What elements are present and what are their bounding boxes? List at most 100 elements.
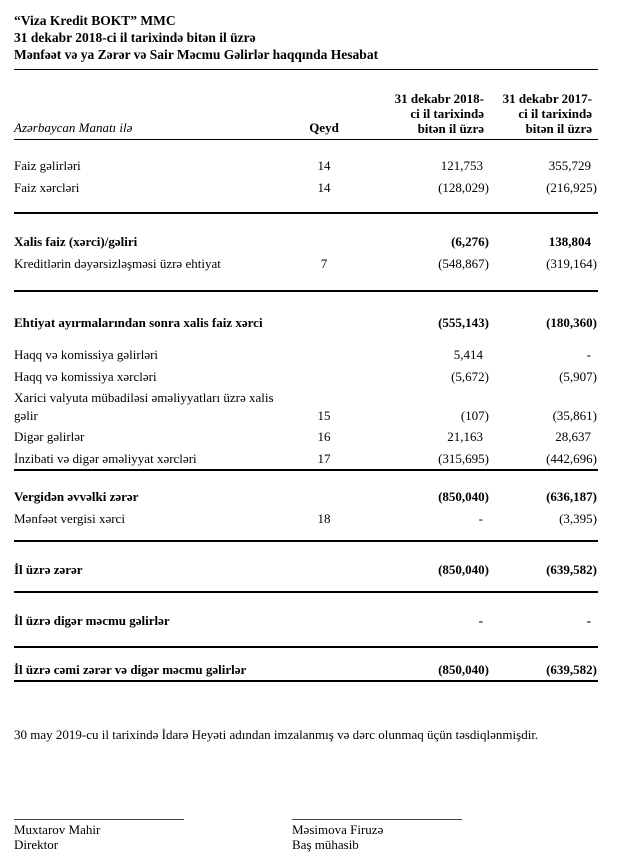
row-value-2018: (107) <box>460 408 489 423</box>
row-value-2017: (639,582) <box>546 662 597 677</box>
row-value-2018: 121,753 <box>440 158 483 173</box>
row-label: İl üzrə zərər <box>14 562 83 577</box>
row-label: Mənfəət vergisi xərci <box>14 511 125 526</box>
statement-content: “Viza Kredit BOKT” MMC 31 dekabr 2018-ci… <box>14 12 598 852</box>
column-header-2018-line3: bitən il üzrə <box>417 121 484 136</box>
column-header-2018-line1: 31 dekabr 2018- <box>394 91 484 106</box>
row-value-2017: - <box>586 613 591 628</box>
row-value-2017: (442,696) <box>546 451 597 466</box>
company-name: “Viza Kredit BOKT” MMC <box>14 13 176 28</box>
table-row-total-comprehensive-loss: İl üzrə cəmi zərər və digər məcmu gəlirl… <box>14 658 598 680</box>
row-note: 14 <box>317 158 331 173</box>
row-value-2018: (850,040) <box>438 489 489 504</box>
row-note: 16 <box>317 429 331 444</box>
column-header-2017: 31 dekabr 2017- ci il tarixində bitən il… <box>490 91 598 136</box>
row-value-2017: (180,360) <box>546 315 597 330</box>
row-value-2018: (6,276) <box>451 234 489 249</box>
row-label: Faiz gəlirləri <box>14 158 81 173</box>
signatory-name: Muxtarov Mahir <box>14 822 101 837</box>
column-header-2017-line1: 31 dekabr 2017- <box>502 91 592 106</box>
table-row-admin-expenses: İnzibati və digər əməliyyat xərcləri 17 … <box>14 447 598 469</box>
row-value-2017: (216,925) <box>546 180 597 195</box>
row-label: Kreditlərin dəyərsizləşməsi üzrə ehtiyat <box>14 256 221 271</box>
row-note: 18 <box>317 511 331 526</box>
row-value-2018: (555,143) <box>438 315 489 330</box>
row-note: 15 <box>317 408 331 423</box>
row-value-2018: (850,040) <box>438 562 489 577</box>
row-value-2017: (3,395) <box>559 511 597 526</box>
row-label: İnzibati və digər əməliyyat xərcləri <box>14 451 197 466</box>
column-header-2017-line2: ci il tarixində <box>518 106 592 121</box>
row-value-2017: - <box>586 347 591 362</box>
column-header-2018-line2: ci il tarixində <box>410 106 484 121</box>
table-row-fee-expense: Haqq və komissiya xərcləri (5,672) (5,90… <box>14 365 598 387</box>
row-value-2018: - <box>478 511 483 526</box>
row-value-2018: (5,672) <box>451 369 489 384</box>
row-value-2017: (35,861) <box>552 408 597 423</box>
row-value-2018: (548,867) <box>438 256 489 271</box>
note-column-header: Qeyd <box>309 120 339 135</box>
table-row-interest-expense: Faiz xərcləri 14 (128,029) (216,925) <box>14 176 598 198</box>
row-value-2017: (639,582) <box>546 562 597 577</box>
row-note: 17 <box>317 451 331 466</box>
table-header: Azərbaycan Manatı ilə Qeyd 31 dekabr 201… <box>14 91 598 140</box>
table-row-fx-net-gain: Xarici valyuta mübadiləsi əməliyyatları … <box>14 387 598 425</box>
statement-title: Mənfəət və ya Zərər və Sair Məcmu Gəlirl… <box>14 47 379 62</box>
signature-line <box>292 819 462 820</box>
row-label: Faiz xərcləri <box>14 180 80 195</box>
row-label: Ehtiyat ayırmalarından sonra xalis faiz … <box>14 315 263 330</box>
row-value-2018: 21,163 <box>447 429 483 444</box>
row-value-2017: 355,729 <box>548 158 591 173</box>
row-value-2017: (636,187) <box>546 489 597 504</box>
table-row-loan-impairment: Kreditlərin dəyərsizləşməsi üzrə ehtiyat… <box>14 252 598 274</box>
row-label: Haqq və komissiya xərcləri <box>14 369 157 384</box>
row-value-2017: 138,804 <box>548 234 591 249</box>
row-value-2018: (315,695) <box>438 451 489 466</box>
title-block: “Viza Kredit BOKT” MMC 31 dekabr 2018-ci… <box>14 12 598 70</box>
period-line: 31 dekabr 2018-ci il tarixində bitən il … <box>14 30 256 45</box>
table-row-other-income: Digər gəlirlər 16 21,163 28,637 <box>14 425 598 447</box>
row-value-2018: 5,414 <box>453 347 483 362</box>
table-row-loss-for-year: İl üzrə zərər (850,040) (639,582) <box>14 558 598 580</box>
row-label: Haqq və komissiya gəlirləri <box>14 347 159 362</box>
approval-note: 30 may 2019-cu il tarixində İdarə Heyəti… <box>14 727 539 742</box>
row-value-2018: (850,040) <box>438 662 489 677</box>
table-row-net-interest: Xalis faiz (xərci)/gəliri (6,276) 138,80… <box>14 230 598 252</box>
signatory-title: Direktor <box>14 837 59 852</box>
table-row-other-comprehensive-income: İl üzrə digər məcmu gəlirlər - - <box>14 609 598 631</box>
row-label: Xarici valyuta mübadiləsi əməliyyatları … <box>14 390 274 423</box>
table-row-interest-income: Faiz gəlirləri 14 121,753 355,729 <box>14 154 598 176</box>
row-value-2017: (5,907) <box>559 369 597 384</box>
currency-label: Azərbaycan Manatı ilə <box>14 120 133 135</box>
section-divider <box>14 290 598 292</box>
row-label: Xalis faiz (xərci)/gəliri <box>14 234 138 249</box>
section-divider <box>14 646 598 648</box>
table-row-fee-income: Haqq və komissiya gəlirləri 5,414 - <box>14 343 598 365</box>
row-value-2018: (128,029) <box>438 180 489 195</box>
section-divider <box>14 469 598 471</box>
table-row-net-interest-after-provisions: Ehtiyat ayırmalarından sonra xalis faiz … <box>14 311 598 333</box>
signature-line <box>14 819 184 820</box>
section-divider <box>14 591 598 593</box>
column-header-2018: 31 dekabr 2018- ci il tarixində bitən il… <box>350 91 490 136</box>
section-divider <box>14 540 598 542</box>
signatory-name: Məsimova Firuzə <box>292 822 384 837</box>
table-row-income-tax: Mənfəət vergisi xərci 18 - (3,395) <box>14 507 598 529</box>
row-value-2017: 28,637 <box>555 429 591 444</box>
row-label: Vergidən əvvəlki zərər <box>14 489 139 504</box>
signatory-chief-accountant: Məsimova Firuzə Baş mühasib <box>292 819 462 852</box>
row-label: Digər gəlirlər <box>14 429 85 444</box>
signatory-title: Baş mühasib <box>292 837 359 852</box>
section-divider <box>14 212 598 214</box>
signatory-director: Muxtarov Mahir Direktor <box>14 819 184 852</box>
row-value-2017: (319,164) <box>546 256 597 271</box>
row-note: 14 <box>317 180 331 195</box>
row-note: 7 <box>320 256 328 271</box>
column-header-2017-line3: bitən il üzrə <box>525 121 592 136</box>
row-label: İl üzrə digər məcmu gəlirlər <box>14 613 170 628</box>
table-bottom-divider <box>14 680 598 682</box>
table-row-loss-before-tax: Vergidən əvvəlki zərər (850,040) (636,18… <box>14 485 598 507</box>
row-value-2018: - <box>478 613 483 628</box>
signature-section: Muxtarov Mahir Direktor Məsimova Firuzə … <box>14 819 598 852</box>
